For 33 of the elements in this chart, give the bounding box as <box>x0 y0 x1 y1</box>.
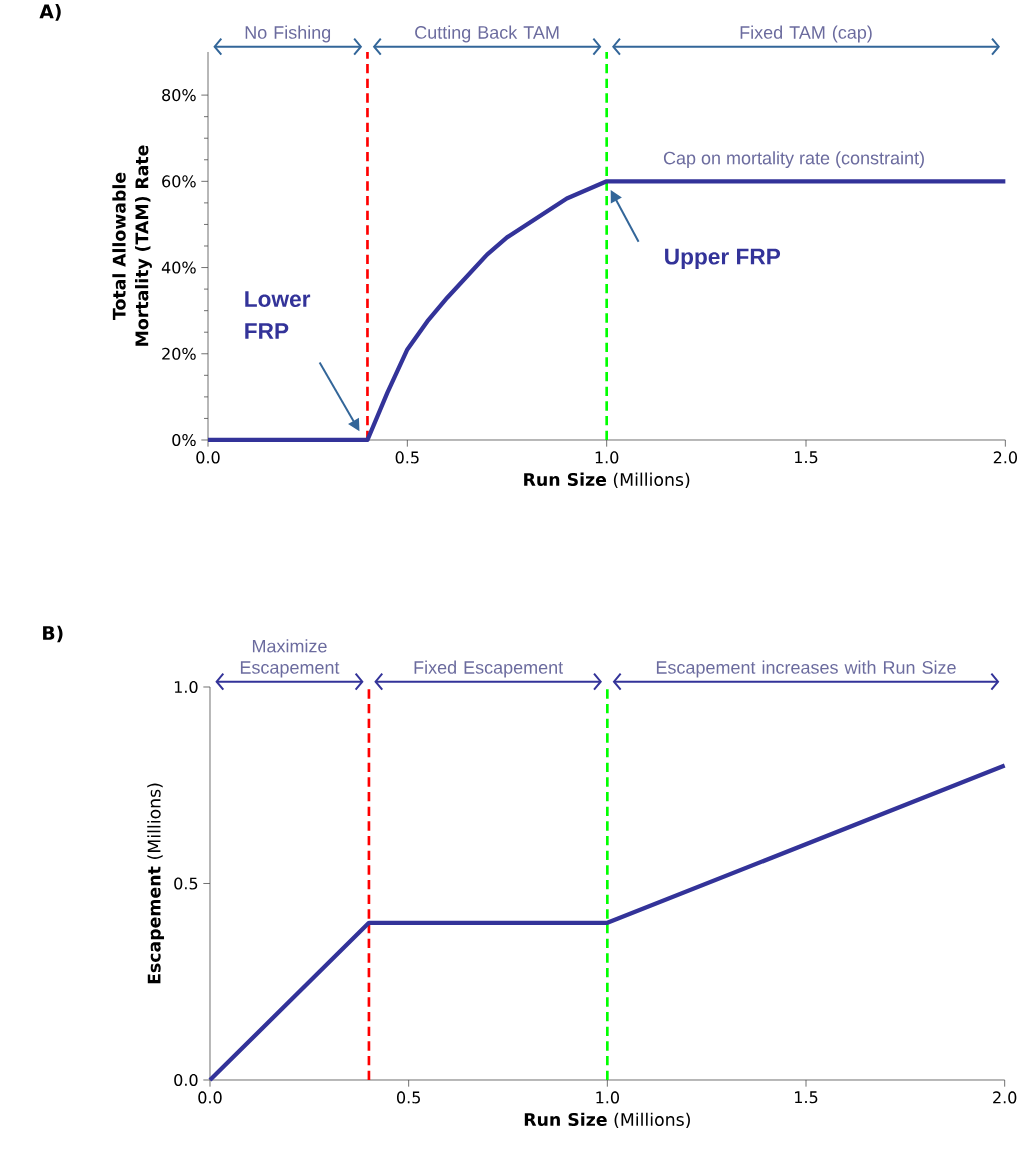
x-tick-label: 2.0 <box>993 1091 1017 1104</box>
x-axis-title: Run Size (Millions) <box>524 1112 690 1129</box>
text: Escapement increases with Run Size <box>656 660 956 678</box>
annotation: Lower FRP <box>245 291 311 339</box>
y-tick-label: 80% <box>162 89 196 102</box>
y-tick-label: 0.5 <box>174 877 198 890</box>
y-tick-label: 0.0 <box>174 1073 198 1087</box>
text: No Fishing <box>245 25 331 43</box>
y-tick-label: 60% <box>162 175 196 188</box>
x-tick-label: 1.0 <box>596 1091 619 1104</box>
text: A) <box>39 3 61 21</box>
y-tick-label: 20% <box>162 347 196 360</box>
x-tick-label: 0.0 <box>196 451 220 464</box>
x-tick-label: 0.5 <box>395 451 419 464</box>
text: Cutting Back TAM <box>415 25 559 43</box>
y-tick-label: 1.0 <box>174 680 198 694</box>
x-tick-label: 2.0 <box>993 451 1017 464</box>
x-tick-label: 0.5 <box>396 1091 420 1104</box>
annotation: Cap on mortality rate (constraint) <box>663 151 924 168</box>
x-tick-label: 1.0 <box>595 451 619 464</box>
text: B) <box>43 625 63 643</box>
y-tick-label: 0% <box>172 433 196 447</box>
x-tick-label: 0.0 <box>198 1091 222 1104</box>
text: Maximize Escapement <box>240 639 340 678</box>
x-axis-title: Run Size (Millions) <box>524 472 690 489</box>
text: Fixed TAM (cap) <box>740 25 872 43</box>
y-axis-title: Total Allowable Mortality (TAM) Rate <box>112 145 152 346</box>
y-tick-label: 40% <box>161 261 196 274</box>
x-tick-label: 1.5 <box>795 451 818 464</box>
text: Fixed Escapement <box>414 660 564 678</box>
x-tick-label: 1.5 <box>795 1091 818 1104</box>
annotation: Upper FRP <box>665 248 781 270</box>
y-axis-title: Escapement (Millions) <box>147 783 165 984</box>
